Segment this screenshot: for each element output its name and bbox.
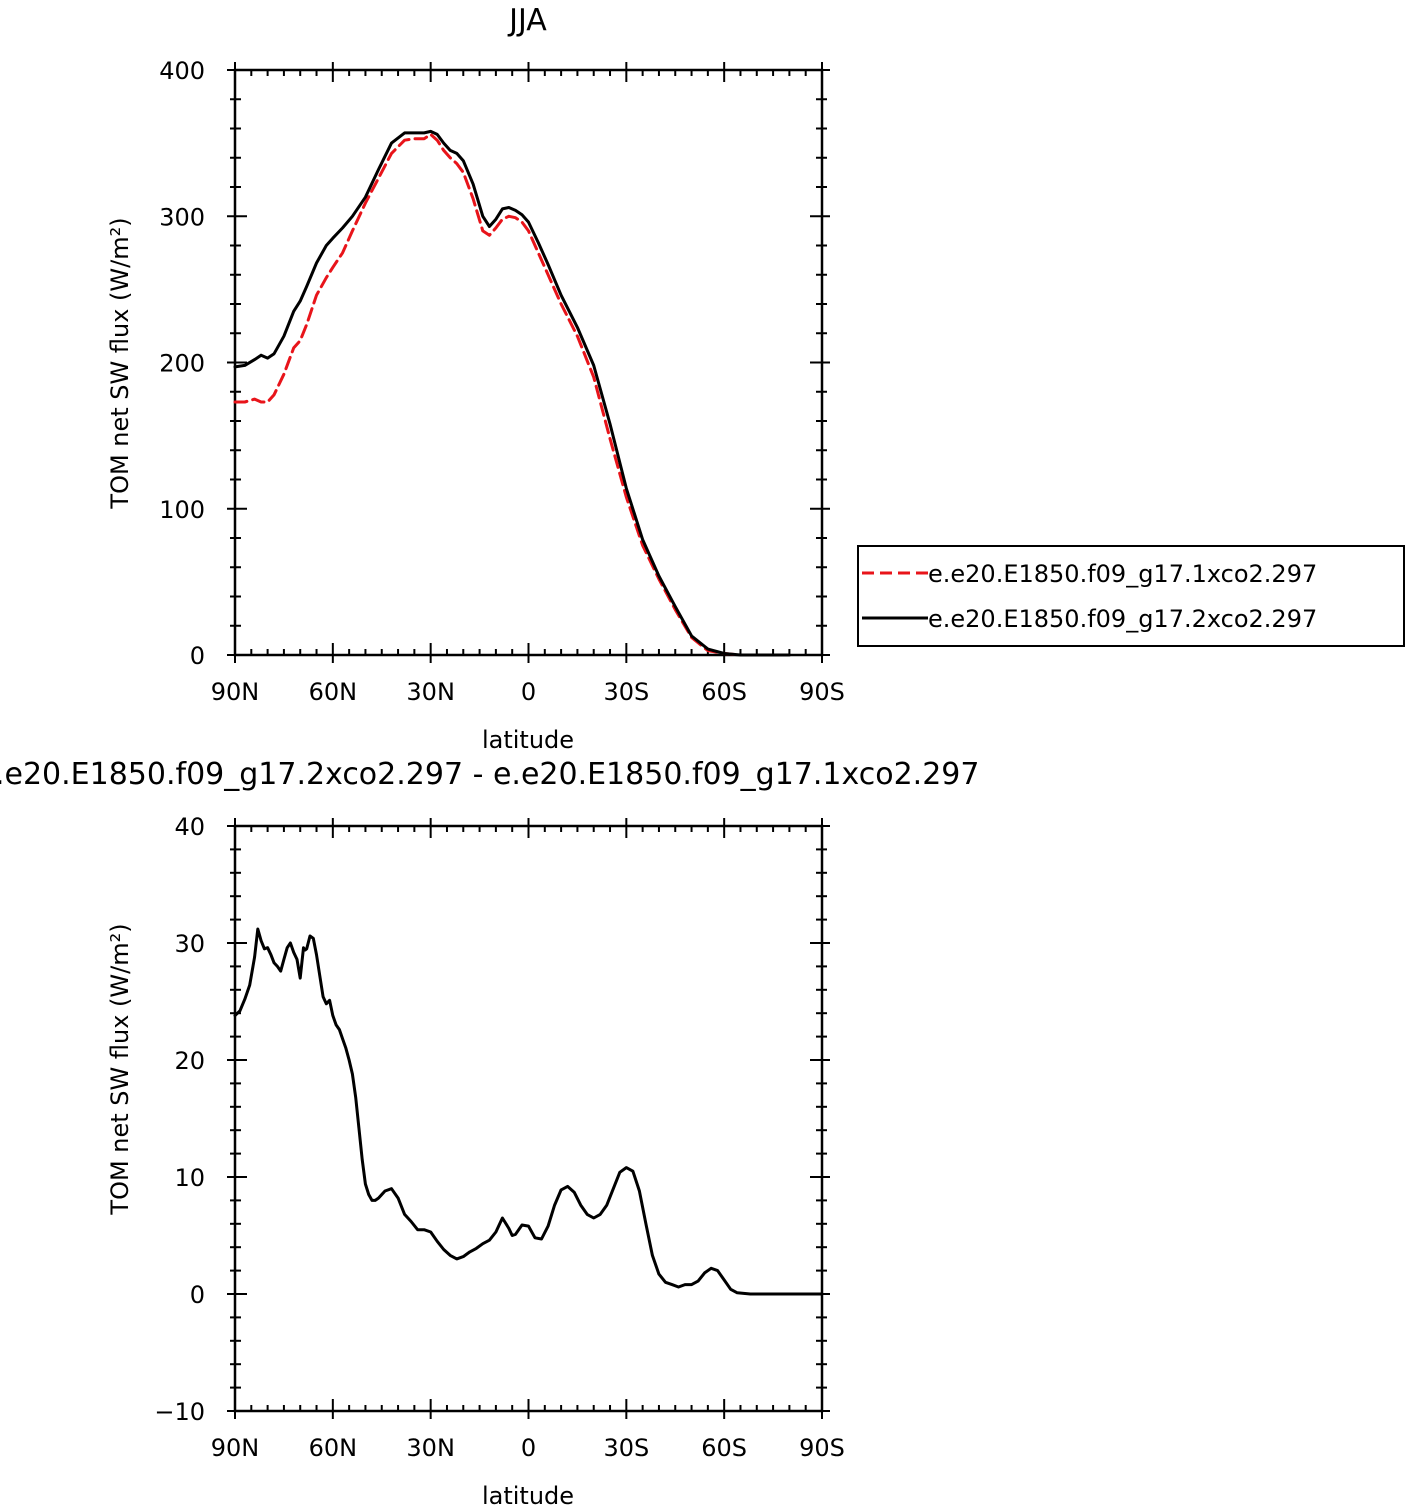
legend-box [857, 545, 1405, 647]
legend: e.e20.E1850.f09_g17.1xco2.297 e.e20.E185… [857, 545, 1405, 647]
top-panel: JJA 90N 60N 30N 0 30S 60S 90S 0 100 200 300 400 lat… [106, 3, 845, 754]
bottom-plot-area: 90N 60N 30N 0 30S 60S 90S −10 0 10 20 30 40 [154, 813, 845, 1462]
bottom-x-tick-label: 60S [701, 1434, 747, 1462]
bottom-panel: e.e20.E1850.f09_g17.2xco2.297 - e.e20.E1… [0, 757, 979, 1510]
bottom-y-tick-label: 20 [174, 1047, 205, 1075]
top-y-tick-label: 400 [159, 57, 205, 85]
bottom-y-axis-label: TOM net SW flux (W/m²) [106, 923, 134, 1215]
top-y-axis-label: TOM net SW flux (W/m²) [106, 217, 134, 509]
top-x-tick-label: 90S [799, 678, 845, 706]
top-x-tick-label: 0 [521, 678, 536, 706]
top-y-tick-label: 100 [159, 496, 205, 524]
top-series-line-2 [233, 129, 791, 657]
bottom-x-tick-label: 30N [406, 1434, 455, 1462]
bottom-x-tick-label: 30S [603, 1434, 649, 1462]
bottom-y-tick-label: 10 [174, 1164, 205, 1192]
top-x-tick-label: 30N [406, 678, 455, 706]
bottom-plot-frame [233, 824, 824, 1413]
bottom-y-tick-label: 0 [190, 1281, 205, 1309]
bottom-x-axis-label: latitude [482, 1482, 574, 1510]
top-series-line-1 [233, 132, 791, 657]
bottom-panel-title: e.e20.E1850.f09_g17.2xco2.297 - e.e20.E1… [0, 757, 979, 792]
top-y-tick-label: 0 [190, 642, 205, 670]
bottom-x-tick-label: 60N [309, 1434, 358, 1462]
top-x-tick-label: 60N [309, 678, 358, 706]
top-y-tick-label: 300 [159, 203, 205, 231]
top-x-tick-label: 30S [603, 678, 649, 706]
top-plot-area: 90N 60N 30N 0 30S 60S 90S 0 100 200 300 400 [159, 57, 845, 706]
top-plot-frame [233, 68, 824, 657]
legend-label-series-2: e.e20.E1850.f09_g17.2xco2.297 [928, 605, 1317, 633]
top-x-axis-label: latitude [482, 726, 574, 754]
bottom-series-line-1 [233, 927, 824, 1296]
bottom-y-tick-label: 30 [174, 930, 205, 958]
bottom-y-tick-label: 40 [174, 813, 205, 841]
top-y-tick-label: 200 [159, 350, 205, 378]
bottom-x-tick-label: 0 [521, 1434, 536, 1462]
bottom-x-tick-label: 90N [211, 1434, 260, 1462]
bottom-y-tick-label: −10 [154, 1398, 205, 1426]
bottom-x-tick-label: 90S [799, 1434, 845, 1462]
top-x-tick-label: 60S [701, 678, 747, 706]
top-x-tick-label: 90N [211, 678, 260, 706]
legend-label-series-1: e.e20.E1850.f09_g17.1xco2.297 [928, 560, 1317, 588]
top-panel-title: JJA [507, 3, 547, 38]
